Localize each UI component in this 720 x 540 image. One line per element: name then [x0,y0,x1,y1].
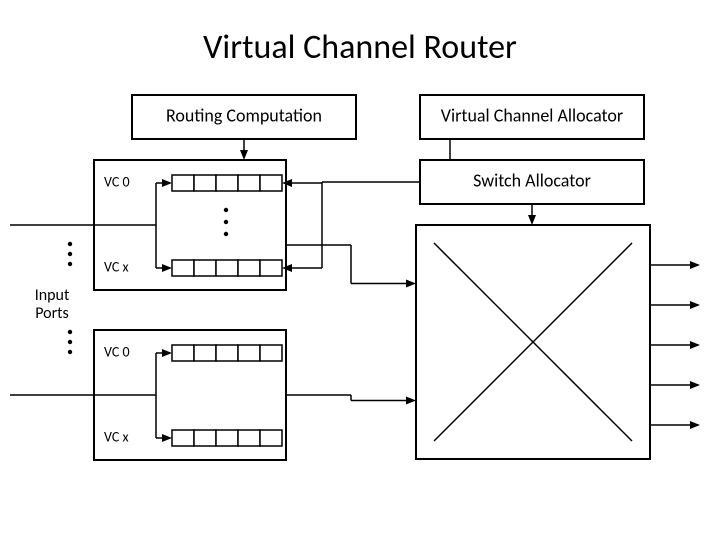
vc-group-1-row-0-cell-1 [194,345,216,361]
vdots [68,330,72,334]
vc-group-0-row-1-cell-1 [194,260,216,276]
switch-allocator-label: Switch Allocator [473,169,591,191]
vdots [224,232,228,236]
vc-group-1-row-1-cell-1 [194,430,216,446]
vdots [224,220,228,224]
vc-group-0-row-0-cell-2 [216,175,238,191]
vc-group-0-row-0-label: VC 0 [104,173,130,190]
vc-group-1-row-0-cell-0 [172,345,194,361]
input-ports-label-1: Input [35,286,70,305]
vc-group-0-row-0-cell-1 [194,175,216,191]
vc-group-0-row-1-cell-3 [238,260,260,276]
vc-group-1-row-0-cell-4 [260,345,282,361]
vc-allocator-label: Virtual Channel Allocator [441,104,623,126]
vc-group-1-row-1-cell-3 [238,430,260,446]
vc-group-0-row-1-label: VC x [104,258,129,275]
vc-group-1-row-1-label: VC x [104,428,129,445]
title: Virtual Channel Router [203,27,517,68]
vc-group-1-row-0-label: VC 0 [104,343,130,360]
vc-group-1-row-0-cell-2 [216,345,238,361]
vdots [224,208,228,212]
vc-group-1-row-0-cell-3 [238,345,260,361]
vc-group-1-row-1-cell-2 [216,430,238,446]
vc-group-1-row-1-cell-4 [260,430,282,446]
input-ports-label-2: Ports [35,304,69,323]
routing-computation-label: Routing Computation [166,104,322,126]
vc-group-0-row-1-cell-0 [172,260,194,276]
vc-group-0-row-0-cell-4 [260,175,282,191]
vdots [68,242,72,246]
vdots [68,340,72,344]
vc-group-0-row-0-cell-0 [172,175,194,191]
vdots [68,350,72,354]
vc-group-0-row-1-cell-4 [260,260,282,276]
vdots [68,262,72,266]
vc-group-1-row-1-cell-0 [172,430,194,446]
vc-group-0-row-1-cell-2 [216,260,238,276]
vdots [68,252,72,256]
vc-group-0-row-0-cell-3 [238,175,260,191]
